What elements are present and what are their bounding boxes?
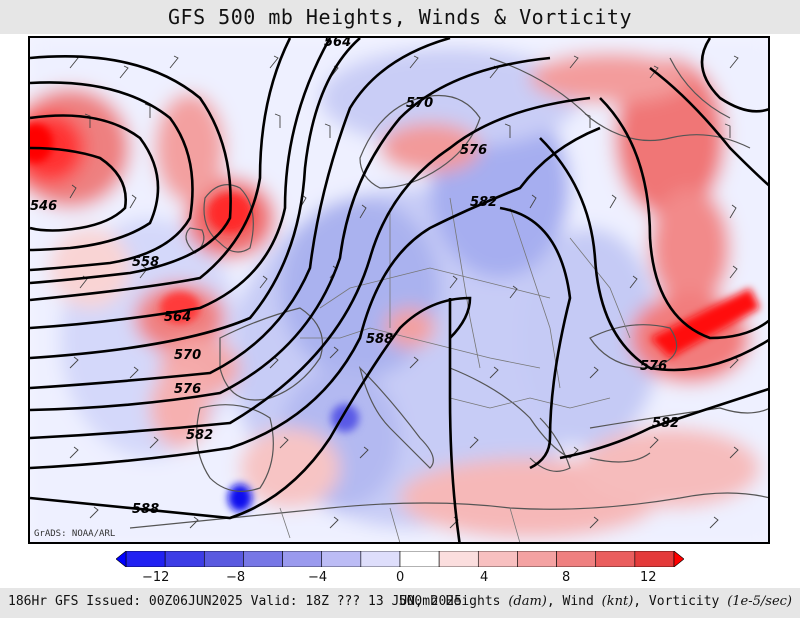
colorbar-cell <box>360 551 401 567</box>
run-info: 186Hr GFS Issued: 00Z06JUN2025 Valid: 18… <box>8 594 462 609</box>
contour-label: 564 <box>164 310 191 325</box>
contour-label: 576 <box>174 382 201 397</box>
colorbar-tick-label: 0 <box>396 570 405 585</box>
legend-mid-wind: , Wind <box>546 594 602 609</box>
colorbar-cell <box>634 551 675 567</box>
colorbar-tick-label: 8 <box>562 570 571 585</box>
height-contours <box>30 38 768 542</box>
contour-label: 582 <box>470 195 497 210</box>
country-borders <box>279 197 631 542</box>
colorbar-cell <box>243 551 283 567</box>
unit-wind: (knt) <box>601 594 634 609</box>
contour-label: 576 <box>460 143 487 158</box>
colorbar-cell <box>399 551 440 567</box>
unit-vorticity: (1e-5/sec) <box>727 594 792 609</box>
colorbar-cell <box>164 551 205 567</box>
data-credit: GrADS: NOAA/ARL <box>34 529 116 539</box>
colorbar-tick-label: 12 <box>640 570 657 585</box>
colorbar-tick-label: −12 <box>142 570 170 585</box>
contour-label: 570 <box>406 96 433 111</box>
colorbar-tick-label: −8 <box>226 570 246 585</box>
colorbar-cell <box>438 551 479 567</box>
colorbar-tick-labels: −12 −8 −4 0 4 8 12 <box>116 570 684 586</box>
vorticity-field <box>30 38 768 542</box>
colorbar-cell <box>282 551 323 567</box>
colorbar-cell <box>595 551 636 567</box>
colorbar-cell <box>556 551 597 567</box>
legend-prefix: 500mb Heights <box>398 594 509 609</box>
colorbar-cell <box>321 551 362 567</box>
contour-label: 546 <box>30 199 57 214</box>
contour-label: 588 <box>366 332 393 347</box>
vorticity-colorbar <box>116 551 684 567</box>
unit-heights: (dam) <box>508 594 547 609</box>
colorbar-left-arrow <box>116 551 127 567</box>
colorbar-cell <box>203 551 244 567</box>
legend-mid-vort: , Vorticity <box>633 594 728 609</box>
contour-label: 576 <box>640 359 667 374</box>
contour-label: 582 <box>652 416 679 431</box>
contour-labels: 564 570 576 582 546 558 564 570 576 582 … <box>30 38 679 517</box>
colorbar-cell <box>477 551 518 567</box>
map-title: GFS 500 mb Heights, Winds & Vorticity <box>167 5 633 29</box>
map-panel: 564 570 576 582 546 558 564 570 576 582 … <box>28 36 770 544</box>
colorbar-cell <box>125 551 166 567</box>
footer-bar: 186Hr GFS Issued: 00Z06JUN2025 Valid: 18… <box>0 588 800 618</box>
colorbar-cell <box>517 551 557 567</box>
wind-barbs <box>69 55 739 529</box>
contour-label: 588 <box>132 502 159 517</box>
title-bar: GFS 500 mb Heights, Winds & Vorticity <box>0 0 800 34</box>
field-legend: 500mb Heights (dam), Wind (knt), Vortici… <box>399 594 792 609</box>
colorbar-tick-label: 4 <box>480 570 489 585</box>
colorbar-right-arrow <box>673 551 684 567</box>
colorbar-tick-label: −4 <box>308 570 328 585</box>
contour-label: 564 <box>324 38 351 50</box>
map-canvas: 564 570 576 582 546 558 564 570 576 582 … <box>30 38 768 542</box>
contour-label: 582 <box>186 428 213 443</box>
contour-label: 570 <box>174 348 201 363</box>
contour-label: 558 <box>132 255 159 270</box>
